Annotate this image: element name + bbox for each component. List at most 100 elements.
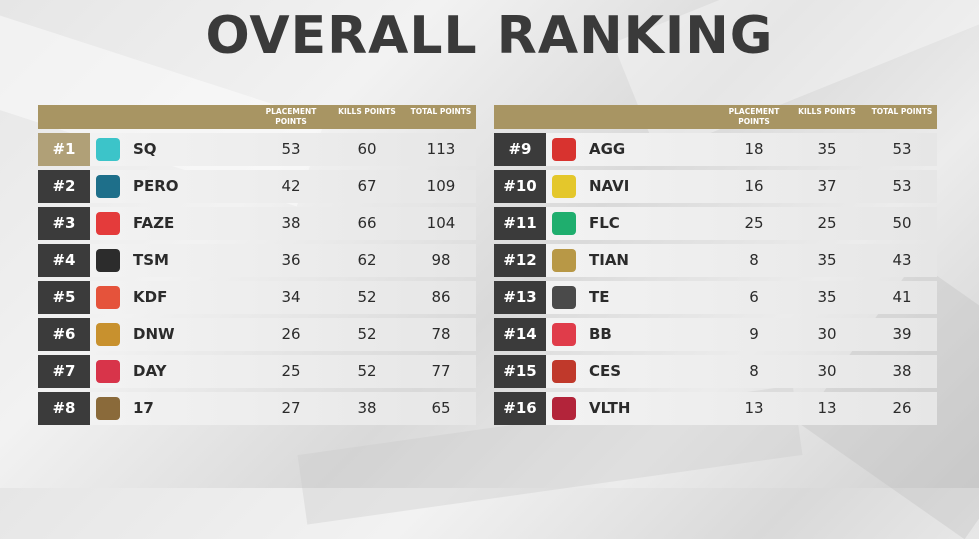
placement-points-value: 34 (281, 288, 301, 306)
kills-points-header: KILLS POINTS (798, 107, 856, 116)
total-points-value: 53 (892, 177, 912, 195)
total-points-value: 43 (892, 251, 912, 269)
rank-cell: #5 (38, 281, 90, 314)
total-points-header: TOTAL POINTS (410, 107, 472, 116)
total-points-value: 50 (892, 214, 912, 232)
table-row: #7 DAY 25 52 77 (38, 355, 476, 388)
kills-points-value: 25 (817, 214, 837, 232)
kills-points-value: 35 (817, 140, 837, 158)
total-points-value: 53 (892, 140, 912, 158)
kills-points-value: 52 (357, 288, 377, 306)
total-points-value: 98 (431, 251, 451, 269)
placement-points-value: 9 (749, 325, 759, 343)
kills-points-value: 52 (357, 362, 377, 380)
rank-cell: #8 (38, 392, 90, 425)
total-points-value: 86 (431, 288, 451, 306)
kills-points-value: 35 (817, 251, 837, 269)
table-header: PLACEMENT POINTS KILLS POINTS TOTAL POIN… (494, 105, 937, 129)
table-row: #8 17 27 38 65 (38, 392, 476, 425)
total-points-value: 65 (431, 399, 451, 417)
kdf-logo-icon (96, 286, 120, 309)
rank-cell: #1 (38, 133, 90, 166)
team-name: AGG (589, 140, 626, 158)
kills-points-value: 67 (357, 177, 377, 195)
table-row: #5 KDF 34 52 86 (38, 281, 476, 314)
total-points-value: 77 (431, 362, 451, 380)
navi-logo-icon (552, 175, 576, 198)
17-logo-icon (96, 397, 120, 420)
kills-points-value: 60 (357, 140, 377, 158)
team-name: KDF (133, 288, 168, 306)
team-name: 17 (133, 399, 154, 417)
faze-logo-icon (96, 212, 120, 235)
placement-points-header: PLACEMENT POINTS (265, 107, 317, 126)
kills-points-header: KILLS POINTS (338, 107, 396, 116)
kills-points-value: 62 (357, 251, 377, 269)
ranking-table-left: PLACEMENT POINTS KILLS POINTS TOTAL POIN… (38, 105, 476, 425)
vlth-logo-icon (552, 397, 576, 420)
team-name: TIAN (589, 251, 629, 269)
placement-points-value: 53 (281, 140, 301, 158)
team-name: FAZE (133, 214, 175, 232)
team-name: NAVI (589, 177, 630, 195)
rank-cell: #7 (38, 355, 90, 388)
team-name: DNW (133, 325, 175, 343)
flc-logo-icon (552, 212, 576, 235)
table-row: #10 NAVI 16 37 53 (494, 170, 937, 203)
table-row: #14 BB 9 30 39 (494, 318, 937, 351)
table-row: #3 FAZE 38 66 104 (38, 207, 476, 240)
kills-points-value: 37 (817, 177, 837, 195)
page-title: OVERALL RANKING (205, 6, 774, 66)
rank-cell: #9 (494, 133, 546, 166)
team-name: TE (589, 288, 610, 306)
placement-points-header: PLACEMENT POINTS (728, 107, 780, 126)
table-row: #2 PERO 42 67 109 (38, 170, 476, 203)
rank-cell: #12 (494, 244, 546, 277)
rank-cell: #14 (494, 318, 546, 351)
total-points-value: 109 (426, 177, 456, 195)
placement-points-value: 6 (749, 288, 759, 306)
table-row: #11 FLC 25 25 50 (494, 207, 937, 240)
placement-points-value: 16 (744, 177, 764, 195)
tsm-logo-icon (96, 249, 120, 272)
total-points-header: TOTAL POINTS (871, 107, 933, 116)
team-name: TSM (133, 251, 169, 269)
placement-points-value: 42 (281, 177, 301, 195)
team-name: BB (589, 325, 612, 343)
placement-points-value: 36 (281, 251, 301, 269)
kills-points-value: 38 (357, 399, 377, 417)
team-name: DAY (133, 362, 167, 380)
placement-points-value: 26 (281, 325, 301, 343)
total-points-value: 78 (431, 325, 451, 343)
bb-logo-icon (552, 323, 576, 346)
kills-points-value: 35 (817, 288, 837, 306)
table-row: #9 AGG 18 35 53 (494, 133, 937, 166)
team-name: CES (589, 362, 622, 380)
total-points-value: 41 (892, 288, 912, 306)
total-points-value: 26 (892, 399, 912, 417)
rank-cell: #11 (494, 207, 546, 240)
sq-logo-icon (96, 138, 120, 161)
rank-cell: #10 (494, 170, 546, 203)
dnw-logo-icon (96, 323, 120, 346)
placement-points-value: 8 (749, 362, 759, 380)
rank-cell: #4 (38, 244, 90, 277)
kills-points-value: 66 (357, 214, 377, 232)
table-row: #1 SQ 53 60 113 (38, 133, 476, 166)
total-points-value: 113 (426, 140, 456, 158)
te-logo-icon (552, 286, 576, 309)
team-name: SQ (133, 140, 157, 158)
rank-cell: #13 (494, 281, 546, 314)
team-name: FLC (589, 214, 620, 232)
pero-logo-icon (96, 175, 120, 198)
total-points-value: 104 (426, 214, 456, 232)
rank-cell: #15 (494, 355, 546, 388)
kills-points-value: 30 (817, 362, 837, 380)
table-row: #15 CES 8 30 38 (494, 355, 937, 388)
ranking-table-right: PLACEMENT POINTS KILLS POINTS TOTAL POIN… (494, 105, 937, 425)
placement-points-value: 25 (281, 362, 301, 380)
placement-points-value: 25 (744, 214, 764, 232)
tian-logo-icon (552, 249, 576, 272)
day-logo-icon (96, 360, 120, 383)
placement-points-value: 38 (281, 214, 301, 232)
